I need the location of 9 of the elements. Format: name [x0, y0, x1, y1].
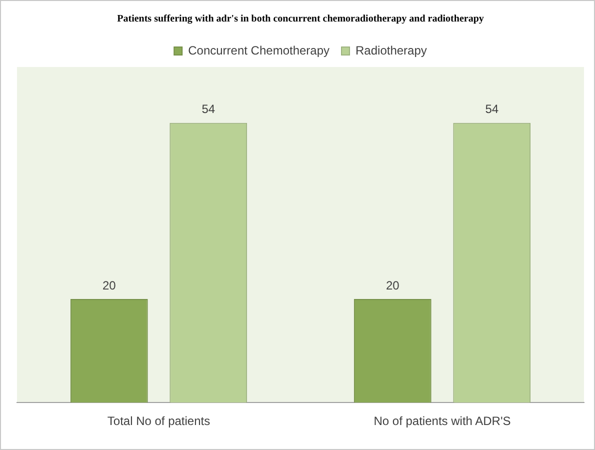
data-label: 20 — [102, 278, 116, 292]
legend-label: Radiotherapy — [356, 43, 427, 58]
x-tick-label: No of patients with ADR'S — [374, 414, 511, 428]
legend-label: Concurrent Chemotherapy — [188, 43, 330, 58]
chart-title: Patients suffering with adr's in both concurrent chemoradiotherapy and radiotherapy — [117, 14, 484, 25]
data-label: 54 — [202, 102, 216, 116]
x-tick-label: Total No of patients — [107, 414, 210, 428]
data-label: 20 — [386, 278, 400, 292]
data-label: 54 — [485, 102, 499, 116]
